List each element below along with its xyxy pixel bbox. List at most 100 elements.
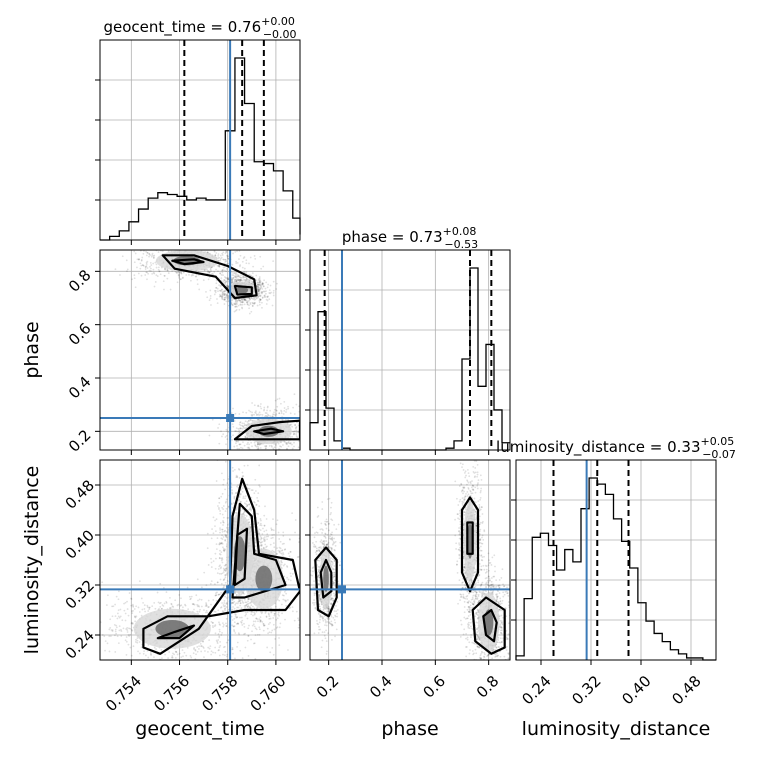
sample-point	[273, 408, 276, 411]
sample-point	[159, 582, 162, 585]
sample-point	[175, 247, 177, 249]
sample-point	[221, 291, 224, 294]
sample-point	[101, 581, 104, 584]
sample-point	[255, 274, 258, 277]
sample-point	[223, 303, 226, 305]
sample-point	[213, 250, 216, 253]
sample-point	[243, 298, 246, 300]
sample-point	[259, 610, 262, 613]
sample-point	[251, 452, 253, 454]
sample-point	[257, 452, 259, 454]
sample-point	[286, 447, 288, 450]
sample-point	[244, 436, 247, 439]
sample-point	[263, 409, 265, 412]
sample-point	[204, 611, 207, 614]
sample-point	[227, 278, 229, 280]
sample-point	[224, 573, 227, 576]
sample-point	[245, 613, 248, 616]
sample-point	[264, 447, 267, 450]
sample-point	[241, 303, 244, 306]
sample-point	[189, 242, 191, 244]
sample-point	[238, 429, 241, 432]
sample-point	[172, 247, 174, 249]
hist-panel-luminosity_distance: luminosity_distance = 0.33+0.05 −0.07	[496, 435, 736, 665]
sample-point	[302, 436, 304, 438]
sample-point	[231, 648, 234, 651]
sample-point	[226, 580, 229, 582]
sample-point	[283, 599, 286, 602]
sample-point	[241, 307, 244, 310]
sample-point	[211, 272, 214, 275]
sample-point	[218, 265, 221, 268]
sample-point	[170, 656, 173, 659]
sample-point	[221, 541, 223, 544]
sample-point	[225, 526, 228, 529]
sample-point	[242, 257, 245, 260]
sample-point	[148, 606, 151, 609]
sample-point	[225, 601, 228, 604]
sample-point	[221, 295, 224, 297]
sample-point	[221, 293, 224, 296]
sample-point	[221, 252, 224, 255]
sample-point	[301, 438, 303, 440]
sample-point	[194, 275, 197, 278]
sample-point	[235, 278, 238, 281]
sample-point	[218, 497, 221, 500]
sample-point	[268, 292, 271, 294]
sample-point	[266, 646, 269, 649]
sample-point	[226, 438, 229, 440]
sample-point	[282, 553, 285, 556]
sample-point	[292, 431, 295, 433]
sample-point	[224, 533, 227, 536]
sample-point	[259, 298, 262, 301]
sample-point	[225, 625, 228, 627]
sample-point	[222, 579, 225, 582]
sample-point	[202, 640, 205, 643]
sample-point	[287, 441, 289, 444]
sample-point	[212, 516, 215, 519]
sample-point	[242, 441, 244, 443]
sample-point	[249, 450, 251, 452]
sample-point	[224, 568, 227, 570]
panel-frame	[99, 39, 301, 241]
sample-point	[210, 566, 213, 568]
sample-point	[289, 550, 292, 553]
sample-point	[246, 617, 249, 620]
sample-point	[212, 622, 214, 624]
sample-point	[140, 264, 143, 267]
sample-point	[224, 564, 227, 567]
contour-2	[233, 284, 253, 296]
sample-point	[254, 536, 256, 539]
sample-point	[180, 245, 182, 247]
sample-point	[258, 303, 261, 306]
sample-point	[221, 543, 224, 545]
sample-point	[235, 280, 238, 283]
sample-point	[232, 598, 235, 601]
sample-point	[212, 651, 214, 654]
sample-point	[142, 252, 145, 255]
sample-point	[133, 277, 136, 280]
sample-point	[227, 478, 230, 480]
scatter-panel-geocent_time-luminosity_distance	[95, 459, 301, 665]
sample-point	[108, 650, 111, 653]
sample-point	[196, 650, 199, 653]
sample-point	[239, 264, 242, 266]
sample-point	[280, 454, 282, 456]
sample-point	[200, 650, 203, 653]
sample-point	[222, 251, 225, 254]
sample-point	[226, 482, 229, 485]
sample-point	[297, 446, 300, 449]
sample-point	[224, 280, 226, 282]
sample-point	[278, 397, 281, 400]
sample-point	[147, 272, 150, 275]
sample-point	[227, 277, 229, 279]
sample-point	[157, 601, 160, 604]
sample-point	[245, 411, 248, 414]
sample-point	[242, 411, 244, 414]
sample-point	[267, 283, 270, 286]
sample-point	[259, 284, 262, 287]
sample-point	[236, 444, 238, 447]
sample-point	[156, 275, 159, 278]
sample-point	[219, 295, 222, 297]
sample-point	[224, 452, 226, 454]
